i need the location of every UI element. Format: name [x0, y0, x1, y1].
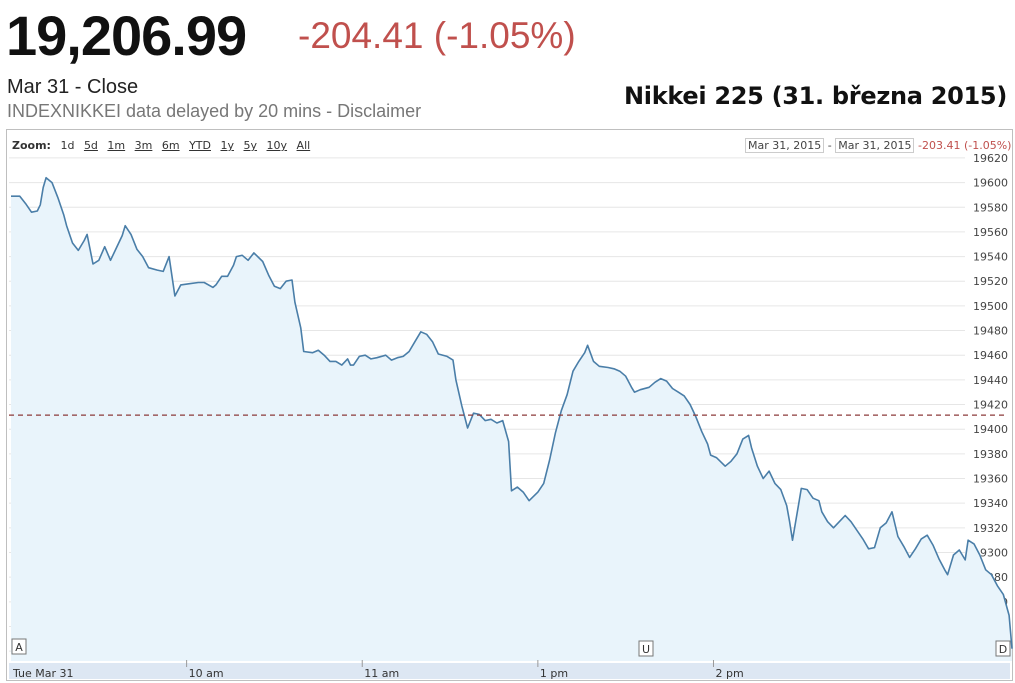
zoom-ytd[interactable]: YTD	[189, 139, 211, 152]
y-tick-label: 19600	[973, 177, 1008, 190]
x-axis-bar	[9, 663, 1010, 679]
zoom-1d[interactable]: 1d	[60, 139, 75, 152]
y-tick-label: 19540	[973, 251, 1008, 264]
y-tick-label: 19620	[973, 152, 1008, 165]
x-tick-label: 1 pm	[540, 667, 568, 680]
date-range: Mar 31, 2015 - Mar 31, 2015 -203.41 (-1.…	[745, 138, 1012, 153]
y-tick-label: 19360	[973, 473, 1008, 486]
y-tick-label: 19480	[973, 325, 1008, 338]
y-tick-label: 19300	[973, 546, 1008, 559]
marker-u[interactable]	[638, 640, 654, 657]
range-change: -203.41 (-1.05%)	[917, 139, 1012, 152]
y-tick-label: 19380	[973, 448, 1008, 461]
marker-a-label[interactable]: A	[15, 641, 23, 654]
x-tick-label: 11 am	[364, 667, 399, 680]
y-tick-label: 19560	[973, 226, 1008, 239]
y-tick-label: 19580	[973, 201, 1008, 214]
zoom-5d[interactable]: 5d	[83, 139, 98, 152]
zoom-label: Zoom:	[12, 139, 51, 152]
x-tick-label: 10 am	[189, 667, 224, 680]
zoom-5y[interactable]: 5y	[243, 139, 258, 152]
marker-a[interactable]	[11, 638, 27, 655]
price-line	[11, 176, 1013, 649]
y-tick-label: 19460	[973, 349, 1008, 362]
zoom-6m[interactable]: 6m	[161, 139, 180, 152]
marker-d[interactable]	[995, 640, 1011, 657]
x-tick-label: Tue Mar 31	[12, 667, 74, 680]
date-close-label: Mar 31 - Close	[7, 76, 139, 98]
range-separator: -	[827, 139, 832, 152]
index-price: 19,206.99	[6, 4, 247, 67]
zoom-all[interactable]: All	[296, 139, 311, 152]
chart-title: Nikkei 225 (31. března 2015)	[623, 82, 1007, 110]
y-tick-label: 19500	[973, 300, 1008, 313]
y-tick-label: 19420	[973, 399, 1008, 412]
y-tick-label: 19440	[973, 374, 1008, 387]
zoom-1y[interactable]: 1y	[220, 139, 235, 152]
x-tick-label: 2 pm	[715, 667, 743, 680]
price-area	[11, 177, 1012, 661]
marker-u-label[interactable]: U	[642, 643, 650, 656]
range-to[interactable]: Mar 31, 2015	[835, 138, 915, 153]
y-tick-label: 19340	[973, 497, 1008, 510]
range-from[interactable]: Mar 31, 2015	[745, 138, 825, 153]
delay-disclaimer[interactable]: INDEXNIKKEI data delayed by 20 mins - Di…	[7, 101, 422, 121]
zoom-bar: Zoom: 1d 5d 1m 3m 6m YTD 1y 5y 10y All	[12, 139, 316, 152]
zoom-10y[interactable]: 10y	[266, 139, 288, 152]
chart-frame	[6, 129, 1013, 681]
y-tick-label: 19520	[973, 275, 1008, 288]
zoom-3m[interactable]: 3m	[134, 139, 153, 152]
zoom-1m[interactable]: 1m	[107, 139, 126, 152]
marker-d-label[interactable]: D	[999, 643, 1007, 656]
y-tick-label: 19400	[973, 423, 1008, 436]
y-tick-label: 19320	[973, 522, 1008, 535]
price-change: -204.41 (-1.05%)	[298, 15, 576, 56]
